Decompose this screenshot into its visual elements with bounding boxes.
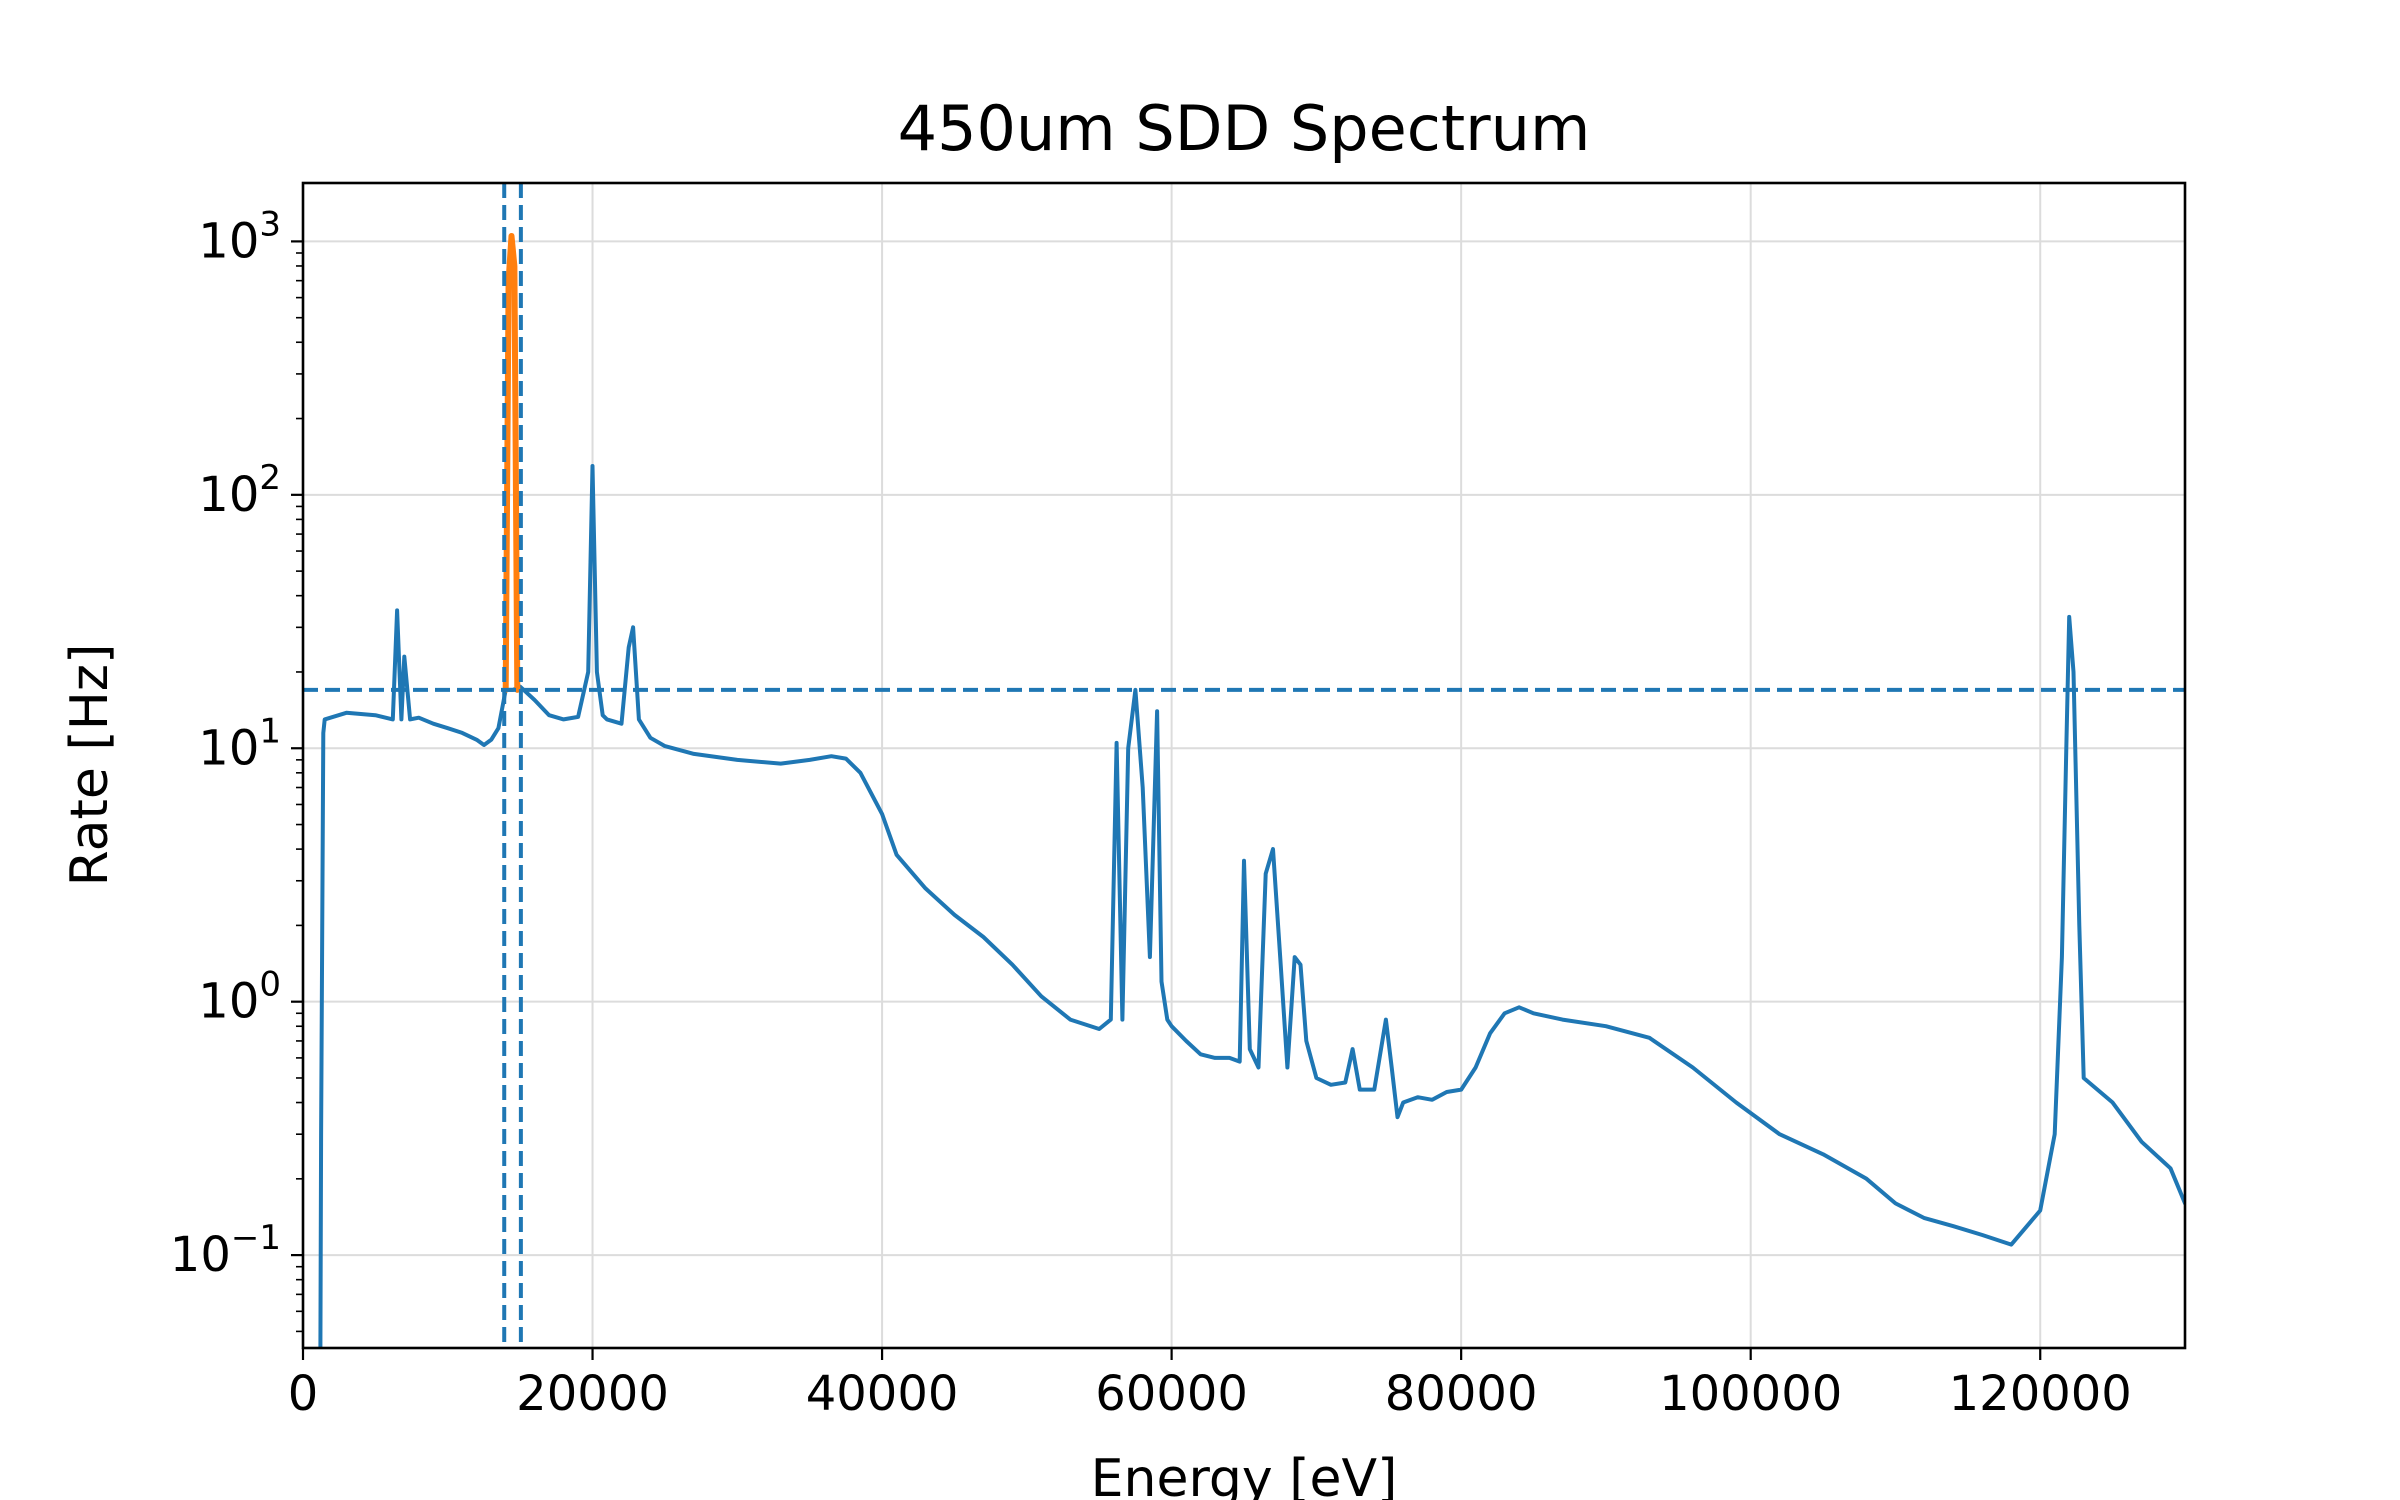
x-tick-label: 100000 bbox=[1659, 1366, 1842, 1422]
grid bbox=[302, 183, 2185, 1348]
plot-area bbox=[303, 183, 2185, 1348]
series-line-0 bbox=[318, 464, 2185, 1348]
chart-title: 450um SDD Spectrum bbox=[898, 92, 1591, 165]
x-axis-label: Energy [eV] bbox=[1091, 1449, 1398, 1500]
y-tick-label: 102 bbox=[198, 458, 281, 523]
x-tick-label: 20000 bbox=[516, 1366, 669, 1422]
x-tick-label: 60000 bbox=[1095, 1366, 1248, 1422]
series-line-1 bbox=[502, 233, 521, 693]
axis-ticks: 0 20000 40000 60000 80000 100000 120000 10−1 100… bbox=[170, 204, 2132, 1422]
y-tick-label: 101 bbox=[198, 711, 281, 776]
y-axis-label: Rate [Hz] bbox=[60, 644, 120, 887]
y-tick-label: 100 bbox=[198, 965, 281, 1030]
x-tick-label: 0 bbox=[288, 1366, 319, 1422]
y-tick-label: 103 bbox=[198, 204, 281, 269]
x-tick-label: 120000 bbox=[1949, 1366, 2132, 1422]
x-tick-label: 40000 bbox=[806, 1366, 959, 1422]
plot-frame bbox=[301, 181, 2187, 1350]
x-tick-label: 80000 bbox=[1385, 1366, 1538, 1422]
y-tick-label: 10−1 bbox=[170, 1218, 281, 1283]
